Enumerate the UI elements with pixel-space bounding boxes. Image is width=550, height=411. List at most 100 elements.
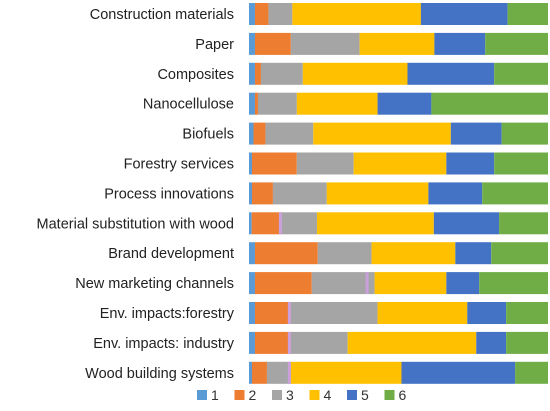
category-label-brand-development: Brand development — [108, 246, 234, 262]
bar-segment-process-innovations-series-5 — [428, 182, 483, 205]
bar-segment-process-innovations-series-6 — [482, 182, 548, 205]
bar-segment-wood-building-systems-series-5 — [401, 361, 516, 384]
bar-segment-material-substitution-with-wood-series-1 — [249, 212, 252, 235]
bar-segment-biofuels-series-1 — [249, 122, 254, 145]
legend-swatch-6 — [384, 390, 395, 400]
bar-segment-material-substitution-with-wood-series-3 — [281, 212, 317, 235]
legend: 1 2 3 4 5 6 — [197, 387, 407, 403]
category-label-forestry-services: Forestry services — [124, 157, 234, 173]
bar-segment-env-impacts-industry-series-5 — [476, 331, 507, 354]
category-label-paper: Paper — [195, 37, 234, 53]
category-label-wood-building-systems: Wood building systems — [85, 366, 234, 382]
bar-segment-biofuels-series-6 — [501, 122, 548, 145]
legend-swatch-1 — [197, 390, 207, 400]
bar-segment-new-marketing-channels-series-6 — [479, 272, 548, 295]
category-label-construction-materials: Construction materials — [90, 7, 234, 23]
bar-segment-process-innovations-series-3 — [272, 182, 327, 205]
bar-segment-wood-building-systems-series-4 — [290, 361, 402, 384]
bar-segment-paper-series-5 — [434, 32, 486, 55]
bar-segment-paper-series-1 — [249, 32, 255, 55]
bar-segment-forestry-services-series-2 — [251, 152, 297, 175]
bar-segment-nanocellulose-series-4 — [296, 92, 378, 115]
legend-label-1: 1 — [211, 387, 219, 403]
bar-segment-composites-series-6 — [494, 62, 548, 85]
category-label-material-substitution-with-wood: Material substitution with wood — [37, 216, 234, 232]
bar-segment-forestry-services-series-4 — [353, 152, 447, 175]
bar-segment-construction-materials-series-2 — [254, 3, 269, 25]
bar-segment-material-substitution-with-wood-series-5 — [433, 212, 500, 235]
bar-segment-env-impacts-forestry-series-1 — [249, 302, 255, 324]
category-label-env-impacts-forestry: Env. impacts:forestry — [100, 306, 235, 322]
bar-segment-wood-building-systems-series-6 — [515, 361, 548, 384]
bar-segment-biofuels-series-5 — [450, 122, 502, 145]
bar-segment-construction-materials-series-1 — [249, 3, 255, 25]
bar-segment-paper-series-3 — [290, 32, 360, 55]
legend-label-2: 2 — [249, 387, 257, 403]
bar-segment-composites-series-5 — [407, 62, 495, 85]
bar-segment-biofuels-series-3 — [265, 122, 314, 145]
bar-segment-material-substitution-with-wood-series-4 — [316, 212, 434, 235]
bar-segment-composites-series-1 — [249, 62, 255, 85]
bar-segment-brand-development-series-4 — [371, 242, 456, 265]
bar-segment-env-impacts-forestry-series-2 — [254, 302, 291, 324]
bar-segment-process-innovations-series-2 — [251, 182, 273, 205]
bar-segment-nanocellulose-series-5 — [377, 92, 432, 115]
bar-segment-brand-development-series-2 — [254, 242, 318, 265]
bar-segment-paper-series-4 — [359, 32, 435, 55]
category-label-process-innovations: Process innovations — [104, 186, 234, 202]
bar-segment-construction-materials-series-6 — [507, 3, 548, 25]
bar-segment-composites-series-4 — [302, 62, 408, 85]
bar-segment-env-impacts-industry-series-6 — [506, 331, 548, 354]
bar-accent-material-substitution-with-wood-0 — [278, 212, 282, 235]
bar-segment-biofuels-series-2 — [253, 122, 266, 145]
bar-segment-material-substitution-with-wood-series-2 — [251, 212, 282, 235]
bar-accent-wood-building-systems-0 — [287, 361, 291, 384]
bar-segment-composites-series-2 — [254, 62, 261, 85]
bar-accent-new-marketing-channels-0 — [365, 272, 369, 295]
bar-segment-paper-series-2 — [254, 32, 291, 55]
legend-label-4: 4 — [324, 387, 332, 403]
bar-segment-env-impacts-forestry-series-3 — [290, 302, 378, 324]
bar-segment-env-impacts-forestry-series-5 — [467, 302, 507, 324]
category-label-composites: Composites — [157, 67, 234, 83]
bar-segment-biofuels-series-4 — [313, 122, 451, 145]
bar-segment-new-marketing-channels-series-4 — [374, 272, 447, 295]
legend-swatch-3 — [272, 390, 282, 400]
legend-label-6: 6 — [399, 387, 407, 403]
legend-swatch-4 — [309, 390, 320, 400]
bar-segment-process-innovations-series-1 — [249, 182, 252, 205]
bar-segment-brand-development-series-1 — [249, 242, 255, 265]
bar-segment-env-impacts-industry-series-1 — [249, 331, 255, 354]
bar-segment-new-marketing-channels-series-5 — [446, 272, 480, 295]
bar-segment-wood-building-systems-series-3 — [266, 361, 291, 384]
bars — [249, 3, 548, 384]
bar-segment-composites-series-3 — [260, 62, 303, 85]
bar-segment-forestry-services-series-5 — [446, 152, 495, 175]
bar-segment-paper-series-6 — [485, 32, 548, 55]
bar-segment-construction-materials-series-3 — [268, 3, 293, 25]
bar-segment-nanocellulose-series-2 — [254, 92, 258, 115]
bar-segment-new-marketing-channels-series-2 — [254, 272, 312, 295]
bar-segment-env-impacts-industry-series-4 — [347, 331, 477, 354]
legend-label-5: 5 — [361, 387, 369, 403]
bar-accent-env-impacts-forestry-0 — [287, 302, 291, 324]
bar-segment-wood-building-systems-series-2 — [251, 361, 267, 384]
bar-segment-nanocellulose-series-1 — [249, 92, 255, 115]
bar-segment-forestry-services-series-3 — [296, 152, 354, 175]
category-label-new-marketing-channels: New marketing channels — [75, 276, 234, 292]
category-label-env-impacts-industry: Env. impacts: industry — [93, 336, 235, 352]
bar-segment-new-marketing-channels-series-3 — [311, 272, 375, 295]
legend-label-3: 3 — [286, 387, 294, 403]
bar-segment-forestry-services-series-1 — [249, 152, 252, 175]
bar-segment-nanocellulose-series-6 — [431, 92, 548, 115]
bar-segment-nanocellulose-series-3 — [257, 92, 297, 115]
bar-segment-new-marketing-channels-series-1 — [249, 272, 255, 295]
bar-segment-brand-development-series-5 — [455, 242, 492, 265]
bar-segment-env-impacts-forestry-series-6 — [506, 302, 548, 324]
bar-segment-process-innovations-series-4 — [326, 182, 429, 205]
bar-segment-env-impacts-forestry-series-4 — [377, 302, 468, 324]
category-labels: Construction materials Paper Composites Nan… — [37, 7, 235, 382]
bar-segment-wood-building-systems-series-1 — [249, 361, 252, 384]
